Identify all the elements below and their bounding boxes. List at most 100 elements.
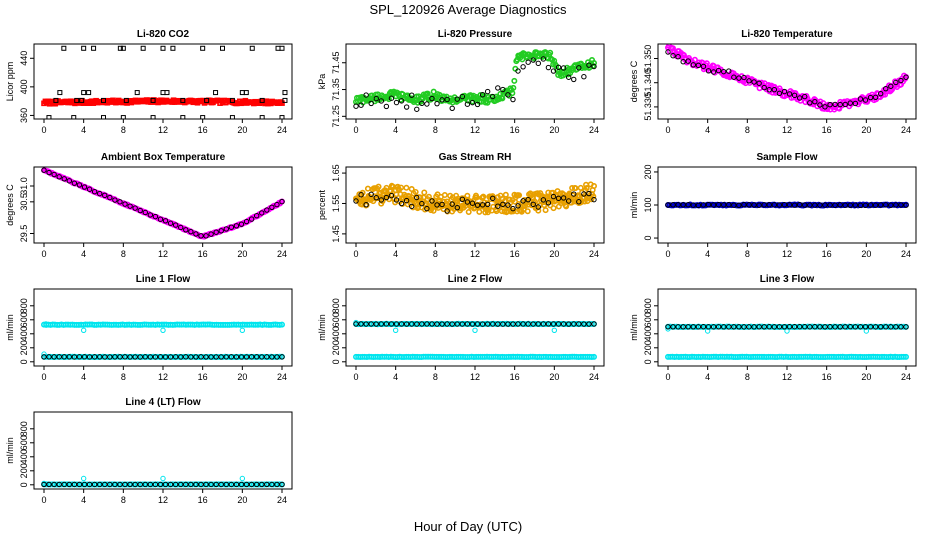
data-point [46, 481, 52, 488]
data-point [276, 353, 283, 360]
x-tick-label: 20 [549, 372, 559, 382]
data-point [56, 174, 62, 180]
data-point [731, 74, 737, 80]
data-point [484, 88, 491, 95]
data-point [81, 481, 88, 488]
data-point [736, 202, 742, 209]
data-point [832, 324, 838, 330]
panel-sample: Sample Flow 0 4 8 12 16 20 24 0 100 200 ml/min [629, 152, 917, 259]
data-point [490, 321, 496, 327]
data-point [812, 98, 818, 105]
data-point [123, 97, 129, 103]
data-point [685, 202, 691, 208]
data-point [162, 481, 169, 488]
data-point [180, 115, 186, 119]
data-point [776, 90, 783, 96]
data-point [147, 481, 154, 488]
data-point [157, 481, 164, 488]
x-tick-label: 20 [237, 495, 247, 505]
data-point [680, 202, 686, 208]
data-point [903, 324, 909, 330]
data-point [74, 97, 80, 103]
data-point [150, 115, 156, 119]
data-point [700, 202, 707, 208]
data-point [565, 74, 572, 80]
data-point [439, 321, 445, 327]
x-tick-label: 4 [705, 249, 710, 259]
data-point [485, 206, 492, 213]
data-point [71, 115, 77, 119]
data-point [127, 203, 133, 209]
data-point [167, 481, 174, 488]
data-point [550, 68, 557, 74]
data-point [198, 354, 204, 360]
data-point [429, 198, 435, 204]
data-point [746, 78, 752, 84]
x-tick-label: 20 [549, 249, 559, 259]
y-tick-label: 400 [19, 79, 29, 94]
x-tick-label: 8 [433, 249, 438, 259]
data-point [80, 475, 87, 482]
data-point [409, 92, 415, 98]
data-point [358, 192, 364, 198]
data-point [545, 200, 552, 206]
data-point [586, 62, 592, 68]
data-point [862, 324, 869, 330]
data-point [581, 198, 588, 205]
x-tick-label: 4 [705, 125, 710, 135]
data-point [162, 354, 169, 360]
data-point [540, 56, 547, 62]
data-point [213, 90, 219, 96]
data-point [276, 481, 283, 488]
data-point [786, 202, 793, 208]
data-point [368, 191, 374, 198]
data-point [877, 324, 884, 330]
data-point [46, 115, 52, 119]
panel-rh: Gas Stream RH 0 4 8 12 16 20 24 1.45 1.55 1.65 perc… [317, 152, 605, 259]
data-point [576, 65, 582, 71]
x-tick-label: 4 [393, 249, 398, 259]
y-tick-label: 29.5 [19, 225, 29, 243]
data-point [449, 105, 455, 111]
data-point [178, 481, 184, 488]
data-point [137, 207, 143, 214]
data-point [249, 45, 255, 51]
data-point [473, 194, 480, 201]
plot-frame [33, 166, 293, 244]
panel-title: Li-820 Temperature [741, 29, 833, 40]
data-point [188, 228, 194, 235]
x-tick-label: 12 [782, 372, 792, 382]
data-point [393, 99, 400, 106]
data-point [560, 321, 567, 327]
y-tick-label: 600 [19, 312, 29, 327]
y-tick-label: 51.350 [643, 45, 653, 73]
data-point [506, 196, 513, 203]
panel-line4: Line 4 (LT) Flow 0 4 8 12 16 20 24 0 200400600800… [5, 397, 293, 505]
data-point [551, 327, 558, 333]
data-point [766, 324, 772, 330]
data-point [852, 100, 859, 107]
data-point [160, 90, 166, 96]
data-point [900, 353, 907, 360]
data-point [112, 354, 118, 360]
data-point [822, 202, 828, 208]
data-point [530, 201, 536, 208]
data-point [269, 204, 275, 211]
data-point [705, 68, 712, 74]
data-point [451, 205, 458, 212]
y-tick-label: 800 [19, 421, 29, 436]
data-point [253, 354, 260, 360]
data-point [465, 209, 472, 216]
data-point [368, 100, 374, 107]
data-point [472, 327, 478, 333]
data-point [454, 204, 460, 211]
data-point [193, 354, 199, 360]
x-tick-label: 24 [589, 372, 599, 382]
panel-pressure: Li-820 Pressure 0 4 8 12 16 20 24 71.25 71.35 71.4… [317, 29, 605, 135]
data-point [172, 222, 179, 228]
data-point [817, 102, 823, 108]
x-tick-label: 20 [861, 249, 871, 259]
data-point [86, 186, 93, 192]
data-point [685, 58, 691, 64]
